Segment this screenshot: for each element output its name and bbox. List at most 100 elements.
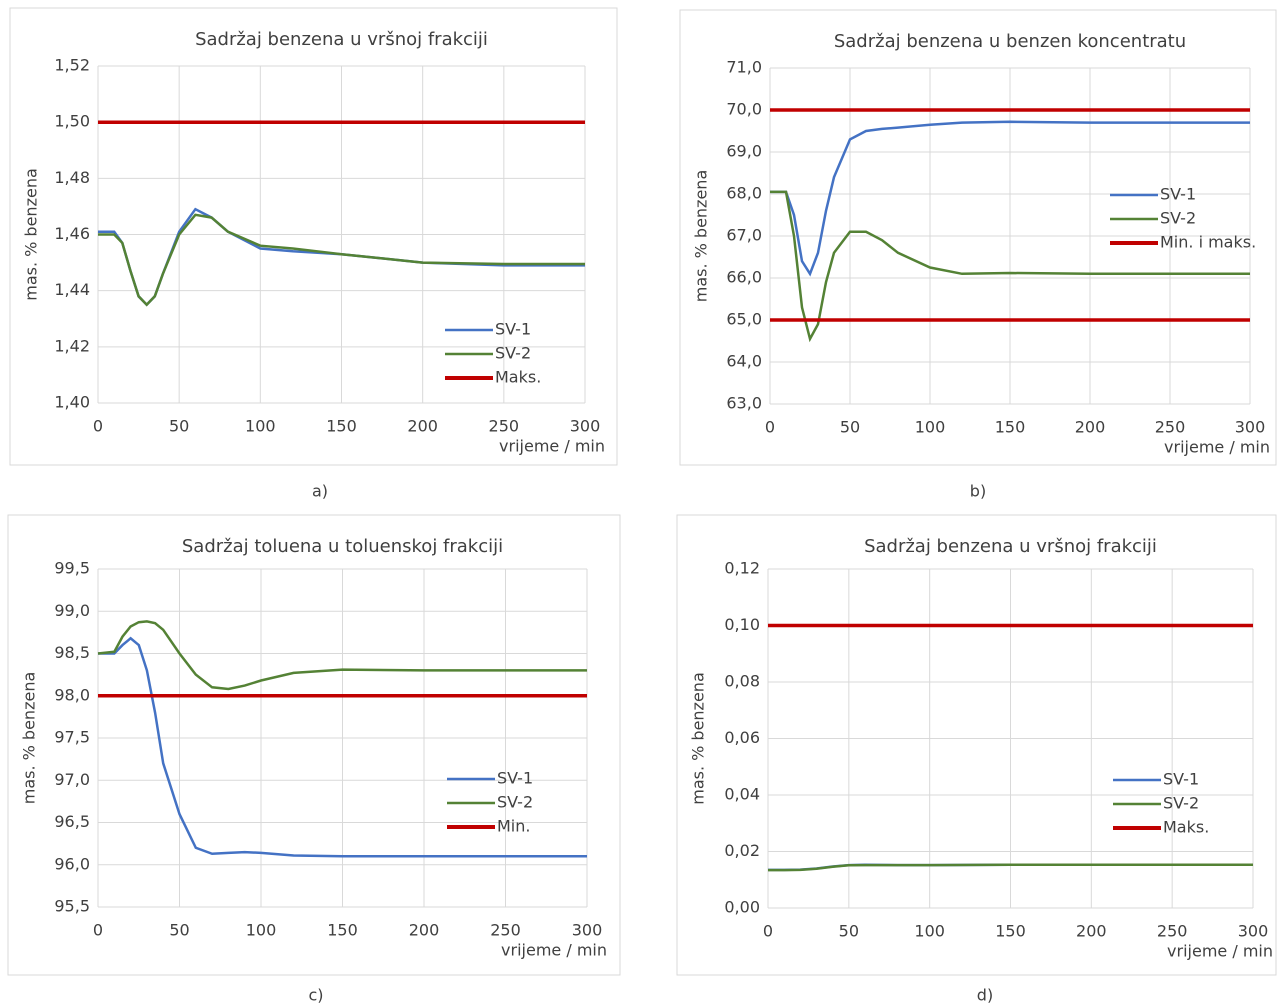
panel-frame — [676, 514, 1277, 976]
y-tick-label: 1,50 — [54, 112, 90, 131]
chart-panel: Sadržaj toluena u toluenskoj frakciji 95,… — [7, 514, 621, 1005]
y-tick-label: 0,04 — [724, 785, 760, 804]
x-axis-label: vrijeme / min — [1164, 438, 1270, 457]
x-tick-label: 150 — [326, 417, 357, 436]
panel-label: a) — [312, 482, 328, 501]
chart-title: Sadržaj benzena u benzen koncentratu — [834, 31, 1186, 52]
y-axis-label: mas. % benzena — [20, 672, 39, 805]
x-tick-label: 150 — [995, 418, 1026, 437]
panel-label: d) — [977, 986, 993, 1005]
legend-label: SV-1 — [497, 769, 533, 788]
x-tick-label: 100 — [246, 921, 277, 940]
x-tick-label: 100 — [245, 417, 276, 436]
x-tick-label: 50 — [169, 921, 189, 940]
y-tick-label: 0,02 — [724, 841, 760, 860]
y-axis-label: mas. % benzena — [22, 168, 41, 301]
x-tick-label: 200 — [407, 417, 438, 436]
x-tick-label: 0 — [93, 417, 103, 436]
y-tick-label: 1,48 — [54, 168, 90, 187]
x-tick-label: 150 — [995, 922, 1026, 941]
y-tick-label: 70,0 — [726, 100, 762, 119]
x-tick-label: 300 — [572, 921, 603, 940]
y-tick-label: 96,5 — [54, 812, 90, 831]
y-tick-label: 0,06 — [724, 728, 760, 747]
x-tick-label: 250 — [489, 417, 520, 436]
y-tick-label: 97,0 — [54, 770, 90, 789]
chart-title: Sadržaj benzena u vršnoj frakciji — [864, 536, 1157, 557]
panel-label: c) — [308, 986, 323, 1005]
y-tick-label: 1,42 — [54, 336, 90, 355]
legend-label: Maks. — [1163, 818, 1209, 837]
panel-frame — [9, 7, 618, 466]
legend-label: Maks. — [495, 368, 541, 387]
chart-panel: Sadržaj benzena u vršnoj frakciji 0,00 0,0… — [676, 514, 1277, 1005]
x-tick-label: 0 — [763, 922, 773, 941]
series-line — [770, 190, 1250, 343]
x-axis-label: vrijeme / min — [501, 941, 607, 960]
legend-label: SV-1 — [1160, 185, 1196, 204]
x-tick-label: 50 — [840, 418, 860, 437]
y-tick-label: 95,5 — [54, 897, 90, 916]
x-tick-label: 0 — [765, 418, 775, 437]
legend-label: SV-2 — [497, 793, 533, 812]
x-tick-label: 50 — [169, 417, 189, 436]
y-tick-label: 99,0 — [54, 601, 90, 620]
y-tick-label: 1,52 — [54, 56, 90, 75]
y-tick-label: 1,46 — [54, 224, 90, 243]
y-tick-label: 98,0 — [54, 685, 90, 704]
x-tick-label: 250 — [1155, 418, 1186, 437]
y-tick-label: 65,0 — [726, 310, 762, 329]
x-tick-label: 250 — [1157, 922, 1188, 941]
series-line — [97, 620, 587, 691]
series-line — [768, 863, 1253, 872]
panel-label: b) — [970, 482, 986, 501]
y-tick-label: 97,5 — [54, 728, 90, 747]
series-line — [98, 213, 585, 307]
y-tick-label: 0,12 — [724, 559, 760, 578]
y-tick-label: 99,5 — [54, 559, 90, 578]
legend-label: SV-2 — [495, 344, 531, 363]
legend-label: SV-2 — [1163, 794, 1199, 813]
series-line — [98, 636, 587, 858]
panel-frame — [7, 514, 621, 976]
y-tick-label: 1,40 — [54, 393, 90, 412]
panel-frame — [679, 9, 1277, 466]
x-tick-label: 200 — [1076, 922, 1107, 941]
y-tick-label: 96,0 — [54, 854, 90, 873]
y-tick-label: 71,0 — [726, 58, 762, 77]
y-tick-label: 0,10 — [724, 615, 760, 634]
x-tick-label: 200 — [1075, 418, 1106, 437]
y-tick-label: 66,0 — [726, 268, 762, 287]
legend-label: SV-1 — [495, 320, 531, 339]
x-axis-label: vrijeme / min — [1167, 942, 1273, 961]
legend-label: SV-1 — [1163, 770, 1199, 789]
chart-panel: Sadržaj benzena u vršnoj frakciji 1,40 1,4… — [9, 7, 618, 501]
y-tick-label: 64,0 — [726, 352, 762, 371]
y-tick-label: 67,0 — [726, 226, 762, 245]
series-line — [770, 120, 1250, 277]
x-tick-label: 300 — [1238, 922, 1269, 941]
legend-label: Min. — [497, 817, 530, 836]
y-tick-label: 1,44 — [54, 280, 90, 299]
y-tick-label: 0,08 — [724, 672, 760, 691]
legend-label: SV-2 — [1160, 209, 1196, 228]
y-axis-label: mas. % benzena — [692, 170, 711, 303]
y-tick-label: 98,5 — [54, 643, 90, 662]
y-tick-label: 69,0 — [726, 142, 762, 161]
x-axis-label: vrijeme / min — [499, 437, 605, 456]
x-tick-label: 200 — [409, 921, 440, 940]
x-tick-label: 50 — [839, 922, 859, 941]
y-tick-label: 68,0 — [726, 184, 762, 203]
x-tick-label: 100 — [914, 922, 945, 941]
chart-panel: Sadržaj benzena u benzen koncentratu 63,0… — [679, 9, 1277, 501]
y-tick-label: 63,0 — [726, 394, 762, 413]
x-tick-label: 300 — [570, 417, 601, 436]
x-tick-label: 300 — [1235, 418, 1266, 437]
legend-label: Min. i maks. — [1160, 233, 1256, 252]
x-tick-label: 0 — [93, 921, 103, 940]
x-tick-label: 100 — [915, 418, 946, 437]
chart-title: Sadržaj benzena u vršnoj frakciji — [195, 29, 488, 50]
y-axis-label: mas. % benzena — [689, 672, 708, 805]
